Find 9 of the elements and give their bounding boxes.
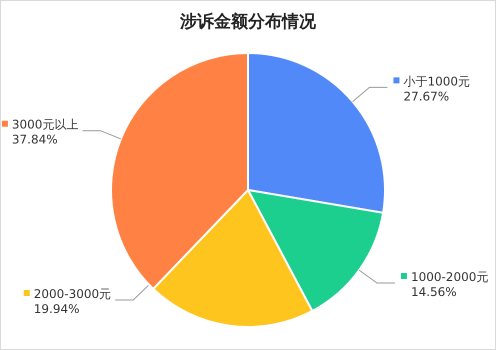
data-label: 14.56% bbox=[410, 285, 457, 300]
legend-label: 2000-3000元 bbox=[34, 287, 112, 301]
chart-title: 涉诉金额分布情况 bbox=[179, 12, 317, 32]
data-label: 19.94% bbox=[34, 302, 80, 316]
data-label: 27.67% bbox=[403, 89, 450, 104]
data-label: 37.84% bbox=[12, 132, 58, 147]
legend-label: 1000-2000元 bbox=[410, 270, 488, 284]
legend-label: 3000元以上 bbox=[12, 118, 78, 132]
legend-label: 小于1000元 bbox=[403, 74, 470, 88]
